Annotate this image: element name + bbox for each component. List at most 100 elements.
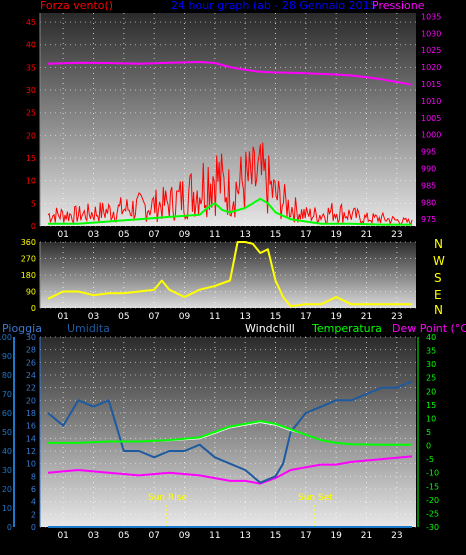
x-tick-label: 15 [270, 312, 281, 322]
pioggia-y-tick: 10 [2, 504, 12, 513]
pioggia-y-tick: 90 [2, 352, 12, 361]
direction-y-tick: 90 [26, 288, 36, 297]
temperature-line [48, 420, 412, 446]
direction-y-tick: 0 [31, 304, 36, 313]
pressure-y-tick: 985 [421, 181, 436, 190]
temperature-y-tick: 15 [426, 401, 436, 410]
x-tick-label: 17 [300, 312, 311, 322]
temperatura-legend: Temperatura [311, 322, 382, 335]
x-tick-label: 23 [391, 312, 402, 322]
wind-y-tick: 5 [31, 199, 36, 208]
pressure-y-tick: 995 [421, 148, 436, 157]
wind-y-tick: 15 [26, 154, 36, 163]
wind-direction-panel [40, 242, 416, 308]
pressure-y-tick: 1035 [421, 12, 441, 21]
compass-e: E [434, 288, 442, 302]
humidity-line [47, 380, 413, 484]
pressure-line [47, 61, 413, 86]
umidita-axis-title: Umidita [67, 322, 110, 335]
wind-y-tick: 45 [26, 18, 36, 27]
temperature-y-tick: 35 [426, 347, 436, 356]
x-tick-label: 01 [57, 230, 68, 240]
wind-y-tick: 25 [26, 109, 36, 118]
temperature-y-tick: 40 [426, 333, 436, 342]
wind-direction-line [47, 241, 412, 308]
wind-y-tick: 35 [26, 63, 36, 72]
pioggia-y-tick: 50 [2, 428, 12, 437]
compass-w: W [433, 254, 445, 268]
umidita-y-tick: 2 [31, 510, 36, 519]
dew-point-legend: Dew Point (°C) [392, 322, 466, 335]
wind-y-tick: 20 [26, 131, 36, 140]
temperature-y-tick: 20 [426, 387, 436, 396]
temperature-y-tick: -15 [426, 482, 439, 491]
compass-n-bottom: N [434, 303, 443, 317]
temperature-y-tick: 0 [426, 442, 431, 451]
sun-rise-label: Sun Rise [148, 493, 187, 503]
temperature-y-tick: 5 [426, 428, 431, 437]
pioggia-y-tick: 0 [7, 523, 12, 532]
x-tick-label: 17 [300, 531, 311, 541]
x-tick-label: 23 [391, 230, 402, 240]
temperature-y-tick: -25 [426, 509, 439, 518]
pressure-y-tick: 980 [421, 198, 436, 207]
umidita-y-tick: 6 [31, 485, 36, 494]
wind-axis-title: Forza vento() [40, 0, 113, 12]
umidita-y-tick: 26 [26, 358, 36, 367]
sun-set-label: Sun Set [298, 493, 333, 503]
x-tick-label: 07 [148, 531, 159, 541]
x-tick-label: 05 [118, 312, 129, 322]
umidita-y-tick: 16 [26, 422, 36, 431]
compass-s: S [434, 271, 442, 285]
x-tick-label: 21 [361, 230, 372, 240]
umidita-y-tick: 14 [26, 434, 36, 443]
x-tick-label: 07 [148, 230, 159, 240]
pressure-y-tick: 990 [421, 165, 436, 174]
pressure-y-tick: 1020 [421, 63, 441, 72]
x-tick-label: 15 [270, 531, 281, 541]
x-tick-label: 05 [118, 531, 129, 541]
temperature-y-tick: 30 [426, 360, 436, 369]
graph-date-title: 24 hour graph (ab - 28 Gennaio 2015 [171, 0, 377, 12]
x-tick-label: 13 [239, 312, 250, 322]
umidita-y-tick: 0 [31, 523, 36, 532]
x-tick-label: 03 [88, 531, 99, 541]
x-tick-label: 03 [88, 312, 99, 322]
wind-gust-line [47, 142, 413, 227]
temperature-y-tick: -20 [426, 496, 439, 505]
x-tick-label: 15 [270, 230, 281, 240]
wind-y-tick: 30 [26, 86, 36, 95]
x-tick-label: 01 [57, 531, 68, 541]
pioggia-y-tick: 70 [2, 390, 12, 399]
x-tick-label: 11 [209, 312, 220, 322]
pressure-y-tick: 1025 [421, 46, 441, 55]
x-tick-label: 19 [330, 312, 342, 322]
direction-y-tick: 360 [21, 238, 36, 247]
umidita-y-tick: 20 [26, 396, 36, 405]
pressure-y-tick: 1015 [421, 80, 441, 89]
umidita-y-tick: 22 [26, 384, 36, 393]
temp-humidity-panel [40, 337, 416, 527]
x-tick-label: 05 [118, 230, 129, 240]
pressure-y-tick: 1005 [421, 114, 441, 123]
x-tick-label: 07 [148, 312, 159, 322]
x-tick-label: 19 [330, 230, 342, 240]
x-tick-label: 13 [239, 531, 250, 541]
umidita-y-tick: 4 [31, 498, 36, 507]
x-tick-label: 01 [57, 312, 68, 322]
x-tick-label: 09 [179, 312, 191, 322]
wind-y-tick: 10 [26, 177, 36, 186]
x-tick-label: 11 [209, 230, 220, 240]
umidita-y-tick: 12 [26, 447, 36, 456]
umidita-y-tick: 24 [26, 371, 36, 380]
x-tick-label: 19 [330, 531, 342, 541]
pioggia-y-tick: 20 [2, 485, 12, 494]
direction-y-tick: 180 [21, 271, 36, 280]
pressure-y-tick: 975 [421, 215, 436, 224]
x-tick-label: 09 [179, 230, 191, 240]
x-tick-label: 13 [239, 230, 250, 240]
wind-avg-line [48, 197, 412, 226]
pioggia-y-tick: 30 [2, 466, 12, 475]
wind-y-tick: 0 [31, 222, 36, 231]
pressure-axis-title: Pressione [372, 0, 425, 12]
